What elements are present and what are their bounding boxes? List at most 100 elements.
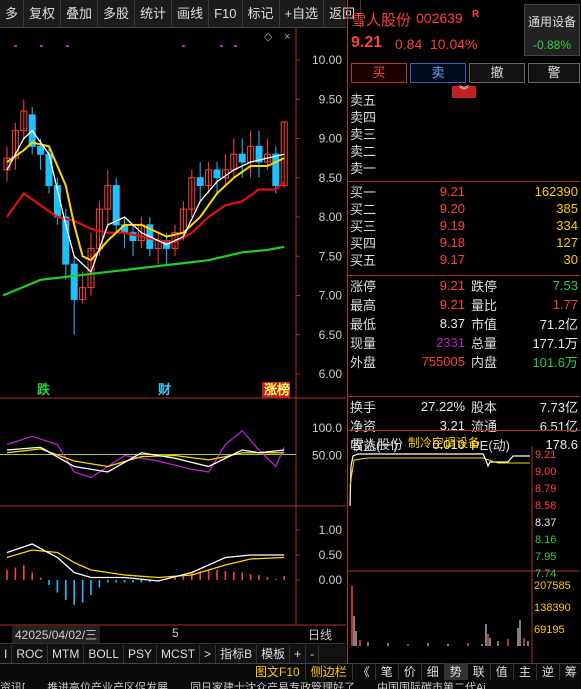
alert-button[interactable]: 警 (528, 63, 580, 83)
indicator-tabs: I ROC MTM BOLL PSY MCST > 指标B 模板 + - (0, 643, 346, 663)
news-item[interactable]: 中国国际碳市第二代Ai (377, 682, 486, 689)
side-tab[interactable]: 《 (353, 662, 376, 680)
ind2-axis-label: 1.00 (319, 523, 343, 537)
bid-row[interactable]: 买五 9.17 30 (350, 250, 578, 268)
price-axis-label: 8.00 (319, 210, 343, 224)
finance-marker: 财 (158, 382, 171, 397)
indicator-tab[interactable]: PSY (124, 644, 158, 663)
quote-panel: 雪人股份 002639 R 通用设备 -0.88% 9.21 0.84 10.0… (347, 0, 581, 663)
fund-value: 7.73亿 (539, 399, 578, 415)
toolbar-item[interactable]: 复权 (24, 0, 62, 28)
price-axis-label: 6.50 (319, 328, 343, 342)
mini-stock-name: 雪人股份 (351, 437, 404, 452)
divider (348, 430, 580, 431)
toolbar-item[interactable]: 叠加 (61, 0, 99, 28)
fundamental-row: 换手 27.22% 股本 7.73亿 (350, 397, 578, 415)
toolbar-item[interactable]: F10 (209, 0, 243, 28)
side-tab[interactable]: 价 (399, 662, 422, 680)
indicator-tab[interactable]: 模板 (257, 644, 291, 663)
intraday-avg-line (349, 457, 530, 487)
candle-body (70, 263, 78, 300)
sector-box[interactable]: 通用设备 -0.88% (524, 4, 580, 56)
indicator-tab[interactable]: 指标B (216, 644, 258, 663)
bid-row[interactable]: 买一 9.21 162390 (350, 182, 578, 200)
candle-body (205, 169, 213, 187)
sell-button[interactable]: 卖 (410, 63, 466, 83)
bid-row[interactable]: 买四 9.18 127 (350, 233, 578, 251)
toolbar-item[interactable]: 多 (0, 0, 25, 28)
toolbar-item[interactable]: 画线 (172, 0, 210, 28)
cancel-button[interactable]: 撤 (469, 63, 525, 83)
fund-value: 3.21 (439, 417, 465, 433)
side-tab[interactable]: 笔 (376, 662, 399, 680)
ask-row[interactable]: 卖五 (350, 90, 578, 108)
signal-dot (66, 45, 69, 47)
indicator-tab[interactable]: + (290, 644, 307, 663)
candle-body (37, 145, 45, 155)
side-tab[interactable]: 图文F10 (250, 662, 306, 680)
side-tab[interactable]: 逆 (537, 662, 560, 680)
indicator-tab[interactable]: BOLL (84, 644, 125, 663)
toolbar-item[interactable]: 统计 (135, 0, 173, 28)
side-tab[interactable]: 势 (444, 662, 468, 680)
quote-value: 9.21 (439, 296, 465, 312)
kdj-j-line (6, 429, 285, 479)
side-tab[interactable]: 筹 (560, 663, 581, 680)
candle-body (255, 145, 263, 163)
bid-row[interactable]: 买三 9.19 334 (350, 216, 578, 234)
indicator-tab[interactable]: MCST (157, 644, 201, 663)
toolbar-item[interactable]: 多股 (98, 0, 136, 28)
price-axis-label: 9.00 (319, 132, 343, 146)
indicator-tab[interactable]: - (306, 644, 320, 663)
indicator-tab[interactable]: I (0, 644, 13, 663)
fund-label: PE(动) (471, 437, 511, 453)
mini-sector-name: 制冷空调设备 (408, 436, 481, 450)
quote-label: 跌停 (471, 278, 498, 294)
toolbar-item[interactable]: 标记 (243, 0, 280, 28)
news-item[interactable]: 同日家建士沈众产易专政管理好了 (190, 682, 356, 689)
ma5-line (6, 129, 285, 274)
fund-value: 0.010 (432, 436, 465, 452)
period-label[interactable]: 日线 (308, 628, 333, 642)
divider (348, 396, 580, 397)
ma60-line (2, 245, 285, 297)
mini-volume-label: 69195 (534, 624, 565, 636)
ask-row[interactable]: 卖三 (350, 124, 578, 142)
news-item[interactable]: 推进高位产业产区促发展 (47, 682, 169, 689)
indicator-tab[interactable]: > (200, 644, 217, 663)
toolbar-item[interactable]: 返回 (324, 0, 362, 28)
ask-row[interactable]: 卖四 (350, 107, 578, 125)
quote-row: 最高 9.21 量比 1.77 (350, 295, 578, 313)
candle-body (196, 177, 204, 187)
mini-volume-label: 207585 (534, 580, 571, 592)
chart-area[interactable]: 10.00 9.50 9.00 8.50 8.00 7.50 7.00 6.50 6.00 ◇ × 跌… (0, 28, 346, 643)
candle-body (87, 247, 95, 289)
bid-label: 买四 (350, 235, 377, 251)
quote-value: 2331 (436, 334, 465, 350)
kline-chart-svg[interactable]: 10.00 9.50 9.00 8.50 8.00 7.50 7.00 6.50 6.00 ◇ × 跌… (0, 28, 346, 643)
indicator-tab[interactable]: ROC (12, 644, 49, 663)
side-tab[interactable]: 细 (422, 662, 445, 680)
side-tab[interactable]: 联 (468, 662, 491, 680)
toolbar-item[interactable]: +自选 (280, 0, 325, 28)
quote-label: 最低 (350, 316, 377, 332)
collapse-chevron-icon[interactable]: ︾ (452, 86, 476, 98)
buy-button[interactable]: 买 (351, 63, 407, 83)
ask-row[interactable]: 卖一 (350, 158, 578, 176)
side-tab[interactable]: 主 (514, 662, 537, 680)
bid-price: 9.19 (439, 217, 465, 233)
quote-value: 755005 (421, 353, 465, 369)
side-tab[interactable]: 侧边栏 (306, 662, 353, 680)
quote-label: 内盘 (471, 354, 498, 370)
intraday-chart[interactable]: 9.21 9.00 8.79 8.58 8.37 8.16 7.95 7.74 207585 13… (348, 446, 580, 663)
mini-price-label: 8.58 (535, 500, 556, 512)
indicator-tab[interactable]: MTM (48, 644, 85, 663)
ind1-axis-label: 50.00 (312, 449, 342, 463)
bid-row[interactable]: 买二 9.20 385 (350, 199, 578, 217)
news-item[interactable]: 资讯[ (0, 682, 26, 689)
side-tab[interactable]: 值 (491, 662, 514, 680)
macd-dif-line (6, 543, 285, 582)
ask-row[interactable]: 卖二 (350, 141, 578, 159)
candle-body (79, 287, 87, 300)
